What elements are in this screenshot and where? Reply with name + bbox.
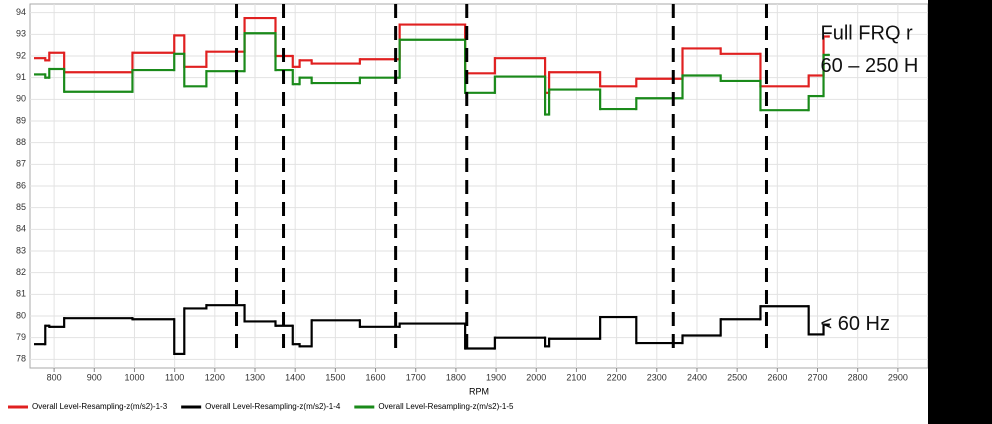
x-tick-label: 1300 — [245, 372, 265, 382]
x-tick-label: 2400 — [687, 372, 707, 382]
x-tick-label: 800 — [47, 372, 62, 382]
y-tick-label: 83 — [16, 245, 26, 255]
y-tick-label: 92 — [16, 50, 26, 60]
annotation: 60 – 250 H — [821, 55, 919, 77]
legend-label: Overall Level-Resampling-z(m/s2)-1-4 — [205, 402, 341, 411]
y-tick-label: 89 — [16, 115, 26, 125]
x-tick-label: 1500 — [325, 372, 345, 382]
x-tick-label: 2600 — [767, 372, 787, 382]
x-tick-label: 1100 — [165, 372, 184, 382]
y-tick-label: 88 — [16, 137, 26, 147]
x-tick-label: 2000 — [526, 372, 546, 382]
edge-band — [928, 0, 992, 424]
x-tick-label: 2700 — [807, 372, 827, 382]
y-tick-label: 80 — [16, 310, 26, 320]
x-tick-label: 2300 — [647, 372, 667, 382]
y-tick-label: 79 — [16, 332, 26, 342]
x-tick-label: 1400 — [285, 372, 305, 382]
x-tick-label: 1600 — [366, 372, 386, 382]
y-tick-label: 90 — [16, 94, 26, 104]
y-tick-label: 78 — [16, 354, 26, 364]
x-tick-label: 1700 — [406, 372, 426, 382]
y-tick-label: 85 — [16, 202, 26, 212]
legend-label: Overall Level-Resampling-z(m/s2)-1-3 — [32, 402, 168, 411]
x-tick-label: 1200 — [205, 372, 225, 382]
x-axis-label: RPM — [469, 386, 489, 396]
y-tick-label: 91 — [16, 72, 26, 82]
y-tick-label: 94 — [16, 7, 26, 17]
annotation: Full FRQ r — [821, 23, 914, 45]
legend-label: Overall Level-Resampling-z(m/s2)-1-5 — [378, 402, 514, 411]
annotation: < 60 Hz — [821, 313, 890, 335]
y-tick-label: 81 — [16, 289, 26, 299]
x-tick-label: 2900 — [888, 372, 908, 382]
x-tick-label: 1900 — [486, 372, 506, 382]
y-tick-label: 84 — [16, 224, 26, 234]
x-tick-label: 1000 — [124, 372, 144, 382]
x-tick-label: 2800 — [848, 372, 868, 382]
y-tick-label: 82 — [16, 267, 26, 277]
x-tick-label: 1800 — [446, 372, 466, 382]
x-tick-label: 2200 — [607, 372, 627, 382]
y-tick-label: 93 — [16, 29, 26, 39]
y-tick-label: 86 — [16, 180, 26, 190]
x-tick-label: 2500 — [727, 372, 747, 382]
x-tick-label: 900 — [87, 372, 102, 382]
x-tick-label: 2100 — [566, 372, 586, 382]
y-tick-label: 87 — [16, 159, 26, 169]
